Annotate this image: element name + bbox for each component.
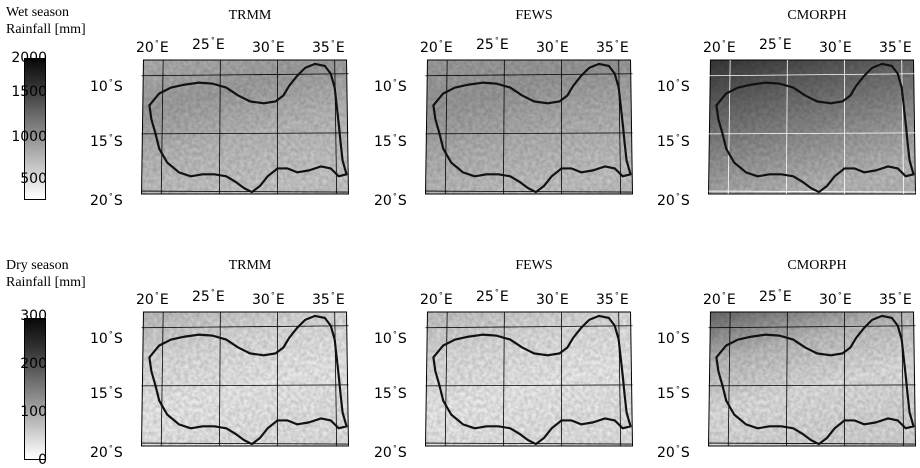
lat-label: 15°S <box>657 133 690 150</box>
lon-labels: 20°E 25°E 30°E 35°E <box>136 288 366 308</box>
colorbar-tick: 200 <box>20 356 47 372</box>
map-cmorph-wet <box>707 59 917 195</box>
lat-label: 10°S <box>90 330 123 347</box>
lat-label: 20°S <box>374 192 407 209</box>
lat-label: 20°S <box>657 444 690 461</box>
panel-title-fews-dry: FEWS <box>515 258 553 273</box>
basin-boundary <box>432 314 632 446</box>
map-fews-dry <box>424 311 634 447</box>
graticule <box>708 59 916 195</box>
lon-labels: 20°E 25°E 30°E 35°E <box>420 288 650 308</box>
panel-title-fews-wet: FEWS <box>515 8 553 23</box>
lon-label: 25°E <box>759 288 792 305</box>
lat-label: 10°S <box>374 330 407 347</box>
lon-label: 20°E <box>420 291 453 308</box>
lon-label: 25°E <box>476 36 509 53</box>
colorbar-tick: 100 <box>20 404 47 420</box>
lat-label: 20°S <box>90 444 123 461</box>
lat-label: 20°S <box>374 444 407 461</box>
lat-label: 10°S <box>657 78 690 95</box>
panel-title-trmm-wet: TRMM <box>228 8 272 23</box>
lon-label: 25°E <box>192 36 225 53</box>
colorbar-tick: 1000 <box>11 129 47 145</box>
lon-label: 35°E <box>312 39 345 56</box>
lat-label: 10°S <box>374 78 407 95</box>
rainfall-texture <box>708 311 916 447</box>
map-fews-wet <box>424 59 634 195</box>
colorbar-tick: 0 <box>38 452 47 468</box>
lon-label: 30°E <box>252 291 285 308</box>
lat-label: 10°S <box>657 330 690 347</box>
lon-label: 35°E <box>596 39 629 56</box>
graticule <box>708 311 916 447</box>
map-trmm-wet <box>140 59 350 195</box>
lon-label: 25°E <box>759 36 792 53</box>
lat-label: 20°S <box>657 192 690 209</box>
lon-label: 30°E <box>536 39 569 56</box>
lon-label: 35°E <box>879 39 912 56</box>
graticule <box>425 311 633 447</box>
lon-label: 20°E <box>136 291 169 308</box>
lat-label: 15°S <box>90 133 123 150</box>
rainfall-texture <box>141 311 349 447</box>
basin-boundary <box>715 62 915 194</box>
lat-label: 15°S <box>374 385 407 402</box>
rainfall-texture <box>425 311 633 447</box>
colorbar-tick: 2000 <box>11 50 47 66</box>
lon-label: 30°E <box>819 291 852 308</box>
lat-label: 20°S <box>90 192 123 209</box>
lon-labels: 20°E 25°E 30°E 35°E <box>420 36 650 56</box>
lon-label: 25°E <box>476 288 509 305</box>
lon-label: 30°E <box>819 39 852 56</box>
lon-label: 30°E <box>252 39 285 56</box>
panel-title-cmorph-wet: CMORPH <box>787 8 847 23</box>
basin-boundary <box>148 314 348 446</box>
legend-title-dry: Dry season Rainfall [mm] <box>6 258 86 290</box>
colorbar-tick: 1500 <box>11 84 47 100</box>
lon-label: 35°E <box>596 291 629 308</box>
lat-label: 15°S <box>657 385 690 402</box>
legend-title-wet: Wet season Rainfall [mm] <box>6 5 86 37</box>
basin-boundary <box>715 314 915 446</box>
lon-label: 20°E <box>703 291 736 308</box>
map-cmorph-dry <box>707 311 917 447</box>
colorbar-tick: 500 <box>20 171 47 187</box>
rainfall-texture <box>141 59 349 195</box>
panel-title-trmm-dry: TRMM <box>228 258 272 273</box>
rainfall-texture <box>425 59 633 195</box>
lon-labels: 20°E 25°E 30°E 35°E <box>703 288 920 308</box>
graticule <box>425 59 633 195</box>
lon-label: 20°E <box>703 39 736 56</box>
basin-boundary <box>432 62 632 194</box>
lon-labels: 20°E 25°E 30°E 35°E <box>136 36 366 56</box>
lon-label: 35°E <box>312 291 345 308</box>
graticule <box>141 59 349 195</box>
colorbar-wet: 2000 1500 1000 500 <box>11 50 47 200</box>
colorbar-dry: 300 200 100 0 <box>20 308 47 468</box>
colorbar-tick: 300 <box>20 308 47 324</box>
lon-label: 20°E <box>136 39 169 56</box>
lon-label: 25°E <box>192 288 225 305</box>
lon-label: 30°E <box>536 291 569 308</box>
lon-label: 20°E <box>420 39 453 56</box>
lon-labels: 20°E 25°E 30°E 35°E <box>703 36 920 56</box>
lon-label: 35°E <box>879 291 912 308</box>
graticule <box>141 311 349 447</box>
lat-label: 15°S <box>374 133 407 150</box>
lat-label: 15°S <box>90 385 123 402</box>
rainfall-texture <box>708 59 916 195</box>
map-trmm-dry <box>140 311 350 447</box>
lat-label: 10°S <box>90 78 123 95</box>
basin-boundary <box>148 62 348 194</box>
panel-title-cmorph-dry: CMORPH <box>787 258 847 273</box>
